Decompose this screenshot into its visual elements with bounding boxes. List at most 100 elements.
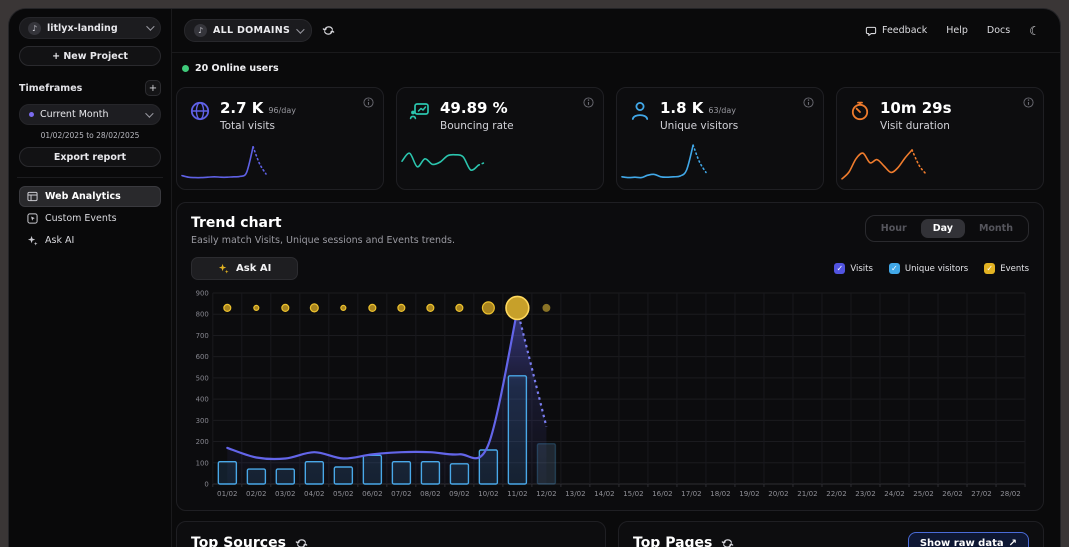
stat-value: 10m 29s: [880, 99, 952, 117]
content: 20 Online users 2.7 K 96/day: [172, 53, 1060, 547]
checkbox-icon[interactable]: ✓: [888, 263, 900, 274]
info-icon[interactable]: [803, 97, 814, 108]
chat-bubble-icon: [865, 26, 877, 36]
refresh-icon[interactable]: [721, 537, 734, 547]
info-icon[interactable]: [363, 97, 374, 108]
stat-label: Visit duration: [880, 120, 950, 132]
main-area: ♪ ALL DOMAINS Feedback Help Docs ☾ 20 On…: [172, 9, 1060, 547]
sparkline-visit-duration: [841, 149, 927, 180]
sparkles-icon: [27, 235, 38, 246]
docs-link[interactable]: Docs: [986, 25, 1011, 36]
svg-text:26/02: 26/02: [942, 489, 963, 498]
timeframe-dot-icon: [29, 112, 34, 117]
svg-text:22/02: 22/02: [826, 489, 847, 498]
stat-value: 1.8 K: [660, 99, 704, 117]
legend-visits[interactable]: ✓ Visits: [834, 263, 873, 274]
svg-text:21/02: 21/02: [797, 489, 818, 498]
stat-per-day: 96/day: [268, 106, 297, 115]
info-icon[interactable]: [1023, 97, 1034, 108]
online-users-label: 20 Online users: [195, 63, 279, 74]
person-icon: [629, 100, 651, 122]
help-link[interactable]: Help: [946, 25, 968, 36]
export-report-button[interactable]: Export report: [19, 147, 161, 167]
feedback-link[interactable]: Feedback: [865, 25, 927, 37]
add-timeframe-button[interactable]: +: [145, 80, 161, 96]
svg-text:11/02: 11/02: [507, 489, 528, 498]
moon-icon: ☾: [1029, 23, 1040, 38]
sparkles-icon: [218, 263, 229, 274]
arrow-up-right-icon: ↗: [1008, 538, 1017, 547]
refresh-icon[interactable]: [322, 24, 335, 37]
sidebar-item-ask-ai[interactable]: Ask AI: [19, 230, 161, 251]
svg-text:13/02: 13/02: [565, 489, 586, 498]
toggle-day[interactable]: Day: [920, 219, 965, 238]
info-icon[interactable]: [583, 97, 594, 108]
svg-text:0: 0: [204, 480, 208, 488]
svg-text:500: 500: [196, 374, 209, 382]
project-logo-icon: ♪: [28, 21, 41, 35]
svg-text:06/02: 06/02: [362, 489, 383, 498]
chevron-down-icon: [146, 22, 155, 31]
svg-text:15/02: 15/02: [623, 489, 644, 498]
stat-value: 49.89 %: [440, 99, 508, 117]
legend-unique-visitors[interactable]: ✓ Unique visitors: [888, 263, 968, 274]
dark-mode-toggle[interactable]: ☾: [1029, 24, 1040, 38]
timeframe-selector[interactable]: Current Month: [19, 104, 161, 125]
top-sources-card: Top Sources: [176, 521, 606, 547]
sidebar: ♪ litlyx-landing + New Project Timeframe…: [9, 9, 172, 547]
legend-events[interactable]: ✓ Events: [984, 263, 1029, 274]
toggle-month[interactable]: Month: [967, 219, 1025, 238]
svg-text:17/02: 17/02: [681, 489, 702, 498]
svg-text:28/02: 28/02: [1000, 489, 1021, 498]
chevron-down-icon: [145, 108, 154, 118]
checkbox-icon[interactable]: ✓: [834, 263, 846, 274]
svg-text:08/02: 08/02: [420, 489, 441, 498]
timeframes-label: Timeframes: [19, 82, 83, 94]
sidebar-item-custom-events[interactable]: Custom Events: [19, 208, 161, 229]
stat-value: 2.7 K: [220, 99, 264, 117]
stat-card-unique-visitors: 1.8 K 63/day Unique visitors: [616, 87, 824, 190]
svg-text:04/02: 04/02: [304, 489, 325, 498]
domain-selector[interactable]: ♪ ALL DOMAINS: [184, 19, 313, 42]
top-pages-card: Top Pages Show raw data ↗: [618, 521, 1044, 547]
sparkline-total-visits: [181, 146, 267, 179]
svg-text:300: 300: [196, 417, 209, 425]
sidebar-item-label: Ask AI: [45, 235, 75, 246]
ask-ai-button[interactable]: Ask AI: [191, 257, 299, 280]
svg-text:02/02: 02/02: [246, 489, 267, 498]
svg-text:05/02: 05/02: [333, 489, 354, 498]
sidebar-divider: [17, 177, 163, 178]
online-dot-icon: [182, 65, 189, 72]
project-selector[interactable]: ♪ litlyx-landing: [19, 17, 161, 39]
stat-label: Bouncing rate: [440, 120, 514, 132]
svg-text:10/02: 10/02: [478, 489, 499, 498]
stat-card-total-visits: 2.7 K 96/day Total visits: [176, 87, 384, 190]
chevron-down-icon: [296, 24, 305, 34]
granularity-toggle: Hour Day Month: [864, 215, 1029, 242]
domain-selector-value: ALL DOMAINS: [213, 25, 291, 36]
stat-per-day: 63/day: [708, 106, 737, 115]
svg-text:27/02: 27/02: [971, 489, 992, 498]
stat-label: Unique visitors: [660, 120, 739, 132]
trend-chart-card: Trend chart Easily match Visits, Unique …: [176, 202, 1044, 511]
stat-card-visit-duration: 10m 29s Visit duration: [836, 87, 1044, 190]
app-window: ♪ litlyx-landing + New Project Timeframe…: [8, 8, 1061, 547]
top-pages-title: Top Pages: [633, 535, 713, 547]
layout-dashboard-icon: [27, 191, 38, 202]
trend-chart: 0 100 200 300 400 500 600 700 800 900 01/02 02/02 03…: [196, 289, 1026, 498]
refresh-icon[interactable]: [295, 537, 308, 547]
show-raw-data-button[interactable]: Show raw data ↗: [907, 532, 1029, 547]
svg-text:25/02: 25/02: [913, 489, 934, 498]
checkbox-icon[interactable]: ✓: [984, 263, 996, 274]
online-users: 20 Online users: [182, 63, 1044, 74]
svg-text:100: 100: [196, 459, 209, 467]
top-sources-title: Top Sources: [191, 535, 286, 547]
globe-icon: [189, 100, 211, 122]
svg-text:700: 700: [196, 332, 209, 340]
new-project-button[interactable]: + New Project: [19, 46, 161, 66]
toggle-hour[interactable]: Hour: [869, 219, 919, 238]
stopwatch-icon: [849, 100, 871, 122]
svg-text:20/02: 20/02: [768, 489, 789, 498]
sidebar-item-web-analytics[interactable]: Web Analytics: [19, 186, 161, 207]
sparkline-unique-visitors: [621, 144, 707, 179]
